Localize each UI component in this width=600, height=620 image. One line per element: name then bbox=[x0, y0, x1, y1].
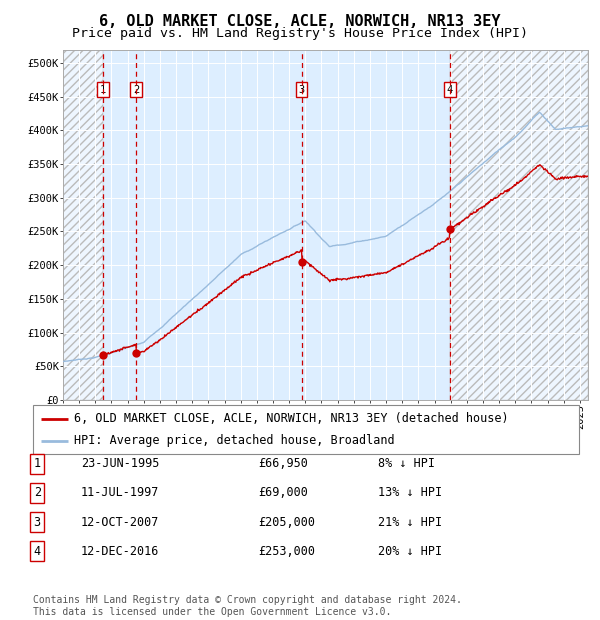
Text: 2: 2 bbox=[133, 85, 139, 95]
Text: 20% ↓ HPI: 20% ↓ HPI bbox=[378, 545, 442, 557]
Text: 11-JUL-1997: 11-JUL-1997 bbox=[81, 487, 160, 499]
Text: 12-DEC-2016: 12-DEC-2016 bbox=[81, 545, 160, 557]
Text: 21% ↓ HPI: 21% ↓ HPI bbox=[378, 516, 442, 528]
Text: £253,000: £253,000 bbox=[258, 545, 315, 557]
Text: HPI: Average price, detached house, Broadland: HPI: Average price, detached house, Broa… bbox=[74, 434, 395, 447]
FancyBboxPatch shape bbox=[33, 405, 579, 454]
Text: 13% ↓ HPI: 13% ↓ HPI bbox=[378, 487, 442, 499]
Bar bbox=[63, 50, 103, 400]
Text: 8% ↓ HPI: 8% ↓ HPI bbox=[378, 458, 435, 470]
Bar bbox=[63, 50, 103, 400]
Text: 3: 3 bbox=[34, 516, 41, 528]
Text: Price paid vs. HM Land Registry's House Price Index (HPI): Price paid vs. HM Land Registry's House … bbox=[72, 27, 528, 40]
Text: 3: 3 bbox=[299, 85, 305, 95]
Text: £66,950: £66,950 bbox=[258, 458, 308, 470]
Text: 2: 2 bbox=[34, 487, 41, 499]
Text: £205,000: £205,000 bbox=[258, 516, 315, 528]
Text: 6, OLD MARKET CLOSE, ACLE, NORWICH, NR13 3EY (detached house): 6, OLD MARKET CLOSE, ACLE, NORWICH, NR13… bbox=[74, 412, 509, 425]
Text: 4: 4 bbox=[34, 545, 41, 557]
Text: £69,000: £69,000 bbox=[258, 487, 308, 499]
Text: 23-JUN-1995: 23-JUN-1995 bbox=[81, 458, 160, 470]
Text: 1: 1 bbox=[100, 85, 106, 95]
Text: 12-OCT-2007: 12-OCT-2007 bbox=[81, 516, 160, 528]
Bar bbox=[450, 50, 588, 400]
Text: 1: 1 bbox=[34, 458, 41, 470]
Text: Contains HM Land Registry data © Crown copyright and database right 2024.
This d: Contains HM Land Registry data © Crown c… bbox=[33, 595, 462, 617]
Bar bbox=[450, 50, 588, 400]
Text: 6, OLD MARKET CLOSE, ACLE, NORWICH, NR13 3EY: 6, OLD MARKET CLOSE, ACLE, NORWICH, NR13… bbox=[99, 14, 501, 29]
Text: 4: 4 bbox=[446, 85, 453, 95]
